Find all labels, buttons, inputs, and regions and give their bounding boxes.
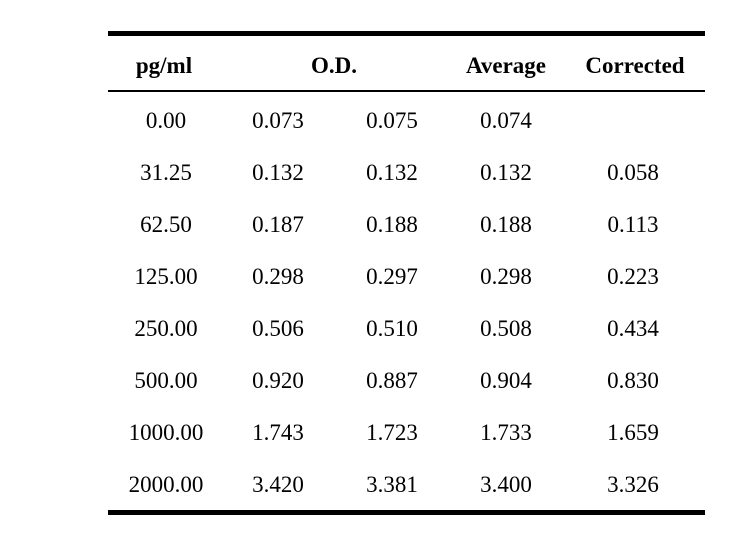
cell-average: 0.298 bbox=[480, 264, 532, 289]
cell-od-2: 0.887 bbox=[366, 368, 418, 393]
cell-pg-ml: 0.00 bbox=[145, 108, 187, 133]
header-average: Average bbox=[465, 53, 547, 78]
cell-average: 1.733 bbox=[480, 420, 532, 445]
cell-od-1: 1.743 bbox=[252, 420, 304, 445]
cell-od-2: 0.297 bbox=[366, 264, 418, 289]
table-top-rule bbox=[108, 31, 705, 36]
header-corrected: Corrected bbox=[585, 53, 685, 78]
cell-corrected: 0.058 bbox=[607, 160, 659, 185]
table-row: 125.00 0.298 0.297 0.298 0.223 bbox=[108, 248, 705, 300]
cell-od-1: 0.073 bbox=[252, 108, 304, 133]
table-header-rule bbox=[108, 90, 705, 92]
table-row: 2000.00 3.420 3.381 3.400 3.326 bbox=[108, 456, 705, 508]
cell-od-1: 0.506 bbox=[252, 316, 304, 341]
table-row: 31.25 0.132 0.132 0.132 0.058 bbox=[108, 144, 705, 196]
cell-corrected: 0.830 bbox=[607, 368, 659, 393]
table-bottom-rule bbox=[108, 510, 705, 515]
cell-average: 3.400 bbox=[480, 472, 532, 497]
cell-od-1: 0.187 bbox=[252, 212, 304, 237]
table-row: 250.00 0.506 0.510 0.508 0.434 bbox=[108, 300, 705, 352]
header-od: O.D. bbox=[311, 53, 357, 78]
cell-od-2: 0.132 bbox=[366, 160, 418, 185]
cell-od-1: 0.920 bbox=[252, 368, 304, 393]
cell-od-2: 1.723 bbox=[366, 420, 418, 445]
table-row: 500.00 0.920 0.887 0.904 0.830 bbox=[108, 352, 705, 404]
cell-od-2: 0.075 bbox=[366, 108, 418, 133]
cell-pg-ml: 62.50 bbox=[140, 212, 192, 237]
cell-od-1: 3.420 bbox=[252, 472, 304, 497]
cell-average: 0.188 bbox=[480, 212, 532, 237]
standard-curve-table: pg/ml O.D. Average Corrected 0.00 0.073 0.… bbox=[108, 31, 705, 515]
cell-pg-ml: 1000.00 bbox=[128, 420, 204, 445]
cell-average: 0.132 bbox=[480, 160, 532, 185]
cell-od-2: 0.510 bbox=[366, 316, 418, 341]
cell-average: 0.508 bbox=[480, 316, 532, 341]
table-row: 1000.00 1.743 1.723 1.733 1.659 bbox=[108, 404, 705, 456]
cell-corrected: 0.434 bbox=[607, 316, 659, 341]
cell-pg-ml: 250.00 bbox=[134, 316, 198, 341]
cell-corrected: 0.113 bbox=[607, 212, 659, 237]
cell-od-2: 3.381 bbox=[366, 472, 418, 497]
table-header-row: pg/ml O.D. Average Corrected bbox=[108, 36, 705, 90]
table-row: 62.50 0.187 0.188 0.188 0.113 bbox=[108, 196, 705, 248]
cell-od-1: 0.298 bbox=[252, 264, 304, 289]
cell-corrected: 0.223 bbox=[607, 264, 659, 289]
table-body: 0.00 0.073 0.075 0.074 31.25 0.132 0.132 0.132 0… bbox=[108, 92, 705, 508]
cell-pg-ml: 2000.00 bbox=[128, 472, 204, 497]
cell-od-1: 0.132 bbox=[252, 160, 304, 185]
cell-pg-ml: 500.00 bbox=[134, 368, 198, 393]
table-row: 0.00 0.073 0.075 0.074 bbox=[108, 92, 705, 144]
header-pg-ml: pg/ml bbox=[135, 53, 193, 78]
cell-pg-ml: 125.00 bbox=[134, 264, 198, 289]
cell-corrected: 1.659 bbox=[607, 420, 659, 445]
cell-pg-ml: 31.25 bbox=[140, 160, 192, 185]
cell-od-2: 0.188 bbox=[366, 212, 418, 237]
cell-corrected bbox=[575, 92, 691, 144]
cell-average: 0.074 bbox=[480, 108, 532, 133]
cell-corrected: 3.326 bbox=[607, 472, 659, 497]
cell-average: 0.904 bbox=[480, 368, 532, 393]
